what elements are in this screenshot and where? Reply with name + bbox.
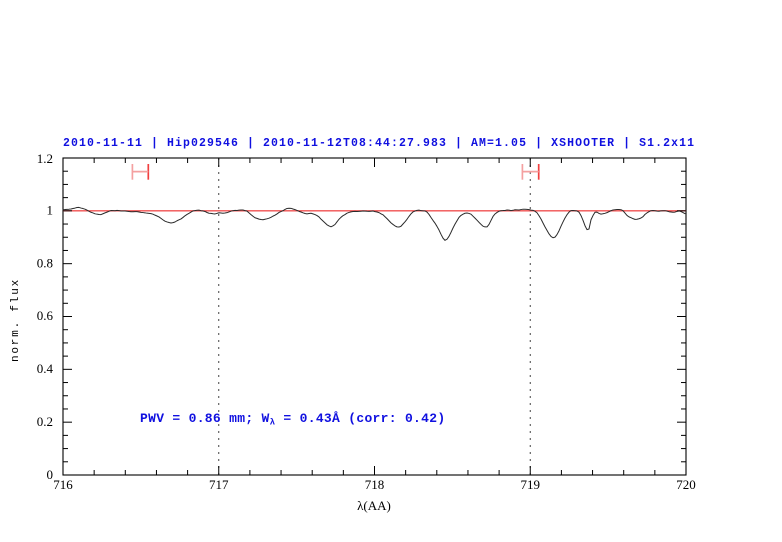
svg-text:1: 1 xyxy=(47,203,54,218)
svg-text:2010-11-11 | Hip029546 | 2010-: 2010-11-11 | Hip029546 | 2010-11-12T08:4… xyxy=(63,137,695,150)
svg-text:norm. flux: norm. flux xyxy=(10,278,22,362)
svg-text:0.4: 0.4 xyxy=(37,361,54,376)
svg-text:719: 719 xyxy=(521,477,541,492)
svg-text:1.2: 1.2 xyxy=(37,151,53,166)
svg-text:0.8: 0.8 xyxy=(37,256,53,271)
svg-text:0.6: 0.6 xyxy=(37,308,54,323)
svg-text:0: 0 xyxy=(47,467,54,482)
svg-text:PWV = 0.86 mm; Wλ = 0.43Å (cor: PWV = 0.86 mm; Wλ = 0.43Å (corr: 0.42) xyxy=(140,411,445,428)
svg-text:718: 718 xyxy=(365,477,385,492)
svg-text:716: 716 xyxy=(53,477,73,492)
svg-text:717: 717 xyxy=(209,477,229,492)
svg-text:720: 720 xyxy=(676,477,696,492)
svg-text:λ(AA): λ(AA) xyxy=(357,498,391,513)
svg-text:0.2: 0.2 xyxy=(37,414,53,429)
